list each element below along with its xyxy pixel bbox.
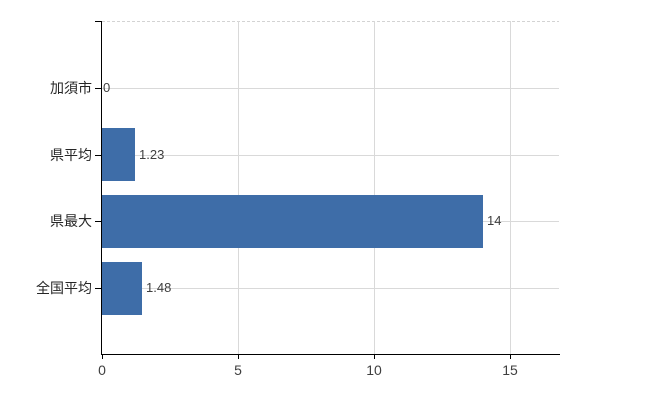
x-tick-10 bbox=[374, 354, 375, 359]
category-label-1: 県平均 bbox=[50, 147, 92, 163]
x-axis-line bbox=[101, 354, 560, 355]
y-tick-0 bbox=[95, 88, 101, 89]
y-tick-3 bbox=[95, 288, 101, 289]
bar-県最大 bbox=[102, 195, 483, 248]
category-label-3: 全国平均 bbox=[36, 280, 92, 296]
horizontal-gridline-1 bbox=[102, 155, 559, 156]
bar-value-label-3: 1.48 bbox=[146, 280, 172, 295]
x-tick-5 bbox=[238, 354, 239, 359]
horizontal-gridline-0 bbox=[102, 88, 559, 89]
x-tick-label-10: 10 bbox=[366, 362, 382, 378]
bar-value-label-0: 0 bbox=[103, 80, 111, 95]
category-label-2: 県最大 bbox=[50, 213, 92, 229]
y-axis-line bbox=[101, 21, 102, 355]
bar-value-label-2: 14 bbox=[487, 213, 502, 228]
y-tick-1 bbox=[95, 155, 101, 156]
bar-県平均 bbox=[102, 128, 135, 181]
x-tick-label-0: 0 bbox=[98, 362, 106, 378]
x-tick-label-15: 15 bbox=[502, 362, 518, 378]
category-label-0: 加須市 bbox=[50, 80, 92, 96]
vertical-gridline-x15 bbox=[510, 21, 511, 355]
y-tick-2 bbox=[95, 221, 101, 222]
horizontal-gridline-3 bbox=[102, 288, 559, 289]
bar-全国平均 bbox=[102, 262, 142, 315]
vertical-gridline-x10 bbox=[374, 21, 375, 355]
bar-value-label-1: 1.23 bbox=[139, 147, 165, 162]
x-tick-0 bbox=[102, 354, 103, 359]
plot-top-dashed-border bbox=[102, 21, 559, 22]
x-tick-label-5: 5 bbox=[234, 362, 242, 378]
x-tick-15 bbox=[510, 354, 511, 359]
vertical-gridline-x5 bbox=[238, 21, 239, 355]
y-axis-top-tick bbox=[95, 21, 101, 22]
